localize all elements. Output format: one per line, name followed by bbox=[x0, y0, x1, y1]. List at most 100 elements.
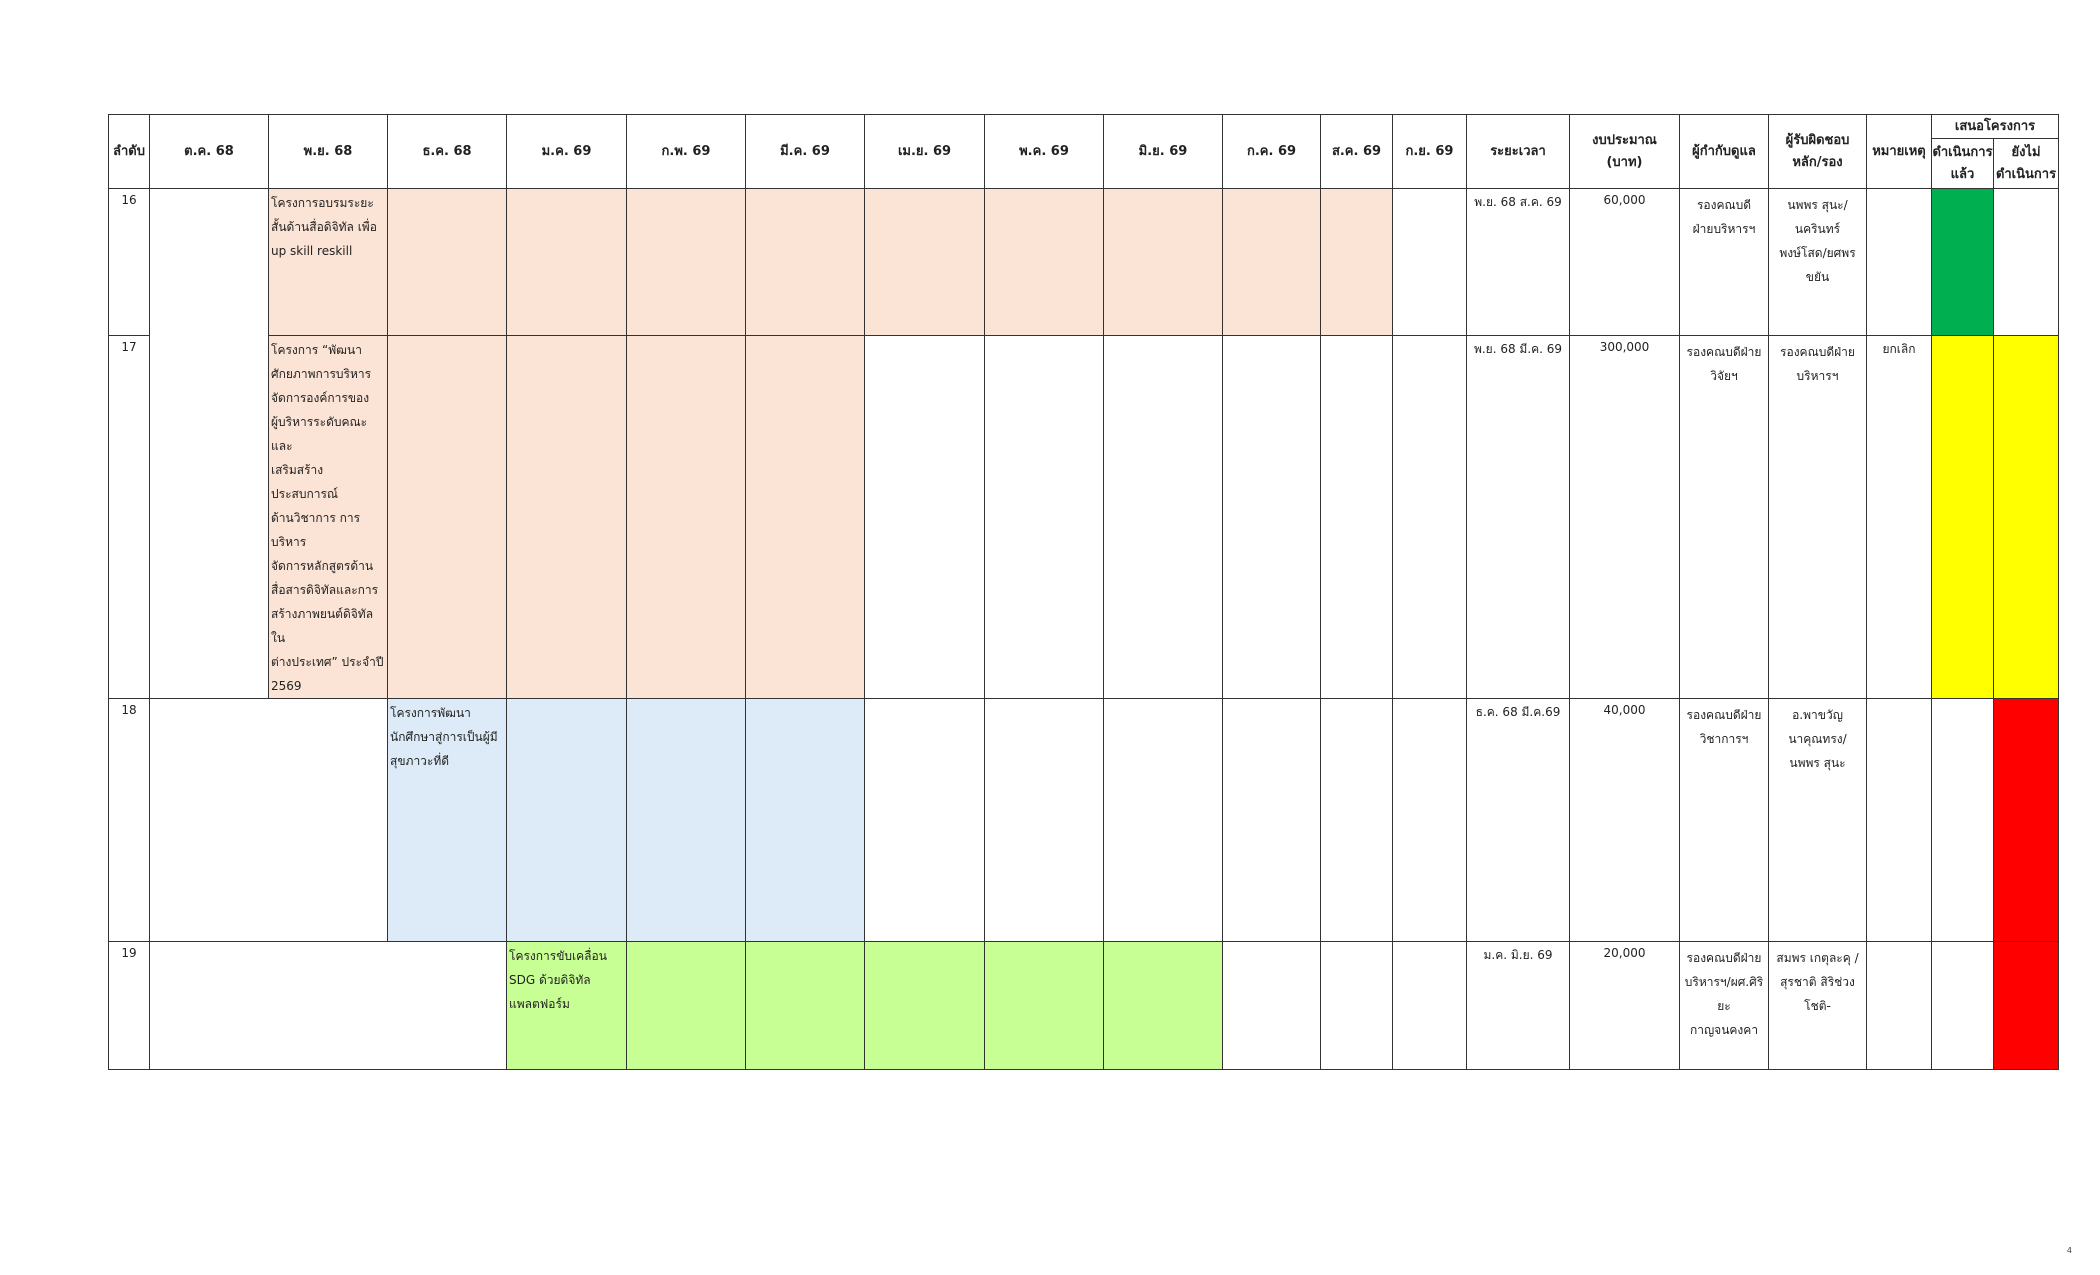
schedule-cell bbox=[864, 335, 985, 699]
header-remark: หมายเหตุ bbox=[1866, 114, 1932, 189]
header-month: ธ.ค. 68 bbox=[387, 114, 507, 189]
row-number: 19 bbox=[108, 941, 150, 1070]
header-seq: ลำดับ bbox=[108, 114, 150, 189]
schedule-cell bbox=[1392, 188, 1467, 336]
duration: ม.ค. มิ.ย. 69 bbox=[1466, 941, 1570, 1070]
header-notdone-line2: ดำเนินการ bbox=[1995, 166, 2057, 182]
project-line: โครงการขับเคลื่อน bbox=[509, 949, 607, 963]
row-number: 16 bbox=[108, 188, 150, 336]
schedule-cell bbox=[984, 941, 1104, 1070]
status-notdone-cell bbox=[1993, 188, 2059, 336]
header-notdone-line1: ยังไม่ bbox=[2011, 144, 2041, 160]
responsible-line: นาคุณทรง/ bbox=[1788, 732, 1847, 746]
supervisor: รองคณบดีฝ่าย วิจัยฯ bbox=[1679, 335, 1769, 699]
schedule-cell bbox=[1103, 941, 1223, 1070]
responsible-line: สมพร เกตุละคุ / bbox=[1776, 951, 1859, 965]
header-supervisor: ผู้กำกับดูแล bbox=[1679, 114, 1769, 189]
responsible-line: สุรชาติ สิริช่วงโชติ- bbox=[1780, 975, 1855, 1013]
supervisor-line: รองคณบดี bbox=[1696, 198, 1752, 212]
schedule-cell bbox=[387, 188, 507, 336]
table-row: 19 โครงการขับเคลื่อน SDG ด้วยดิจิทัล แพล… bbox=[108, 941, 2059, 1070]
responsible: สมพร เกตุละคุ / สุรชาติ สิริช่วงโชติ- bbox=[1768, 941, 1867, 1070]
schedule-cell bbox=[864, 698, 985, 942]
status-done-cell bbox=[1931, 188, 1994, 336]
project-line: up skill reskill bbox=[271, 244, 353, 258]
supervisor-line: วิจัยฯ bbox=[1710, 369, 1738, 383]
project-name: โครงการพัฒนา นักศึกษาสู่การเป็นผู้มี สุข… bbox=[387, 698, 507, 942]
header-budget: งบประมาณ (บาท) bbox=[1569, 114, 1680, 189]
schedule-cell bbox=[387, 335, 507, 699]
project-name: โครงการ “พัฒนา ศักยภาพการบริหาร จัดการอง… bbox=[268, 335, 388, 699]
schedule-cell bbox=[984, 188, 1104, 336]
empty-cell bbox=[149, 941, 507, 1070]
responsible: อ.พาขวัญ นาคุณทรง/ นพพร สุนะ bbox=[1768, 698, 1867, 942]
project-line: ศักยภาพการบริหาร bbox=[271, 367, 372, 381]
header-month: ส.ค. 69 bbox=[1320, 114, 1393, 189]
header-responsible-line1: ผู้รับผิดชอบ bbox=[1785, 132, 1850, 148]
project-line: จัดการหลักสูตรด้าน bbox=[271, 559, 374, 573]
budget: 40,000 bbox=[1569, 698, 1680, 942]
remark bbox=[1866, 188, 1932, 336]
supervisor-line: รองคณบดีฝ่าย bbox=[1686, 951, 1762, 965]
schedule-cell bbox=[1222, 188, 1321, 336]
header-responsible: ผู้รับผิดชอบ หลัก/รอง bbox=[1768, 114, 1867, 189]
schedule-cell bbox=[1103, 188, 1223, 336]
header-budget-line1: งบประมาณ bbox=[1592, 132, 1657, 148]
project-line: สร้างภาพยนต์ดิจิทัล ใน bbox=[271, 607, 374, 645]
responsible-line: นครินทร์ bbox=[1794, 222, 1841, 236]
schedule-cell bbox=[626, 941, 746, 1070]
responsible: รองคณบดีฝ่าย บริหารฯ bbox=[1768, 335, 1867, 699]
supervisor-line: ฝ่ายบริหารฯ bbox=[1692, 222, 1756, 236]
duration: พ.ย. 68 ส.ค. 69 bbox=[1466, 188, 1570, 336]
header-done-line2: แล้ว bbox=[1950, 166, 1975, 182]
status-done-cell bbox=[1931, 698, 1994, 942]
header-budget-line2: (บาท) bbox=[1606, 154, 1643, 170]
schedule-cell bbox=[626, 188, 746, 336]
schedule-cell bbox=[1103, 335, 1223, 699]
schedule-cell bbox=[1392, 335, 1467, 699]
header-month: ม.ค. 69 bbox=[506, 114, 627, 189]
header-month: ก.ค. 69 bbox=[1222, 114, 1321, 189]
responsible-line: นพพร สุนะ bbox=[1789, 756, 1846, 770]
schedule-cell bbox=[1320, 335, 1393, 699]
responsible-line: รองคณบดีฝ่าย bbox=[1780, 345, 1855, 359]
schedule-cell bbox=[745, 941, 865, 1070]
supervisor: รองคณบดีฝ่าย บริหารฯ/ผศ.ศิริยะ กาญจนคงคา bbox=[1679, 941, 1769, 1070]
project-line: ด้านวิชาการ การบริหาร bbox=[271, 511, 361, 549]
supervisor-line: รองคณบดีฝ่าย bbox=[1686, 708, 1762, 722]
header-month: มี.ค. 69 bbox=[745, 114, 865, 189]
duration: ธ.ค. 68 มี.ค.69 bbox=[1466, 698, 1570, 942]
schedule-cell bbox=[1392, 698, 1467, 942]
schedule-cell bbox=[1320, 698, 1393, 942]
header-duration: ระยะเวลา bbox=[1466, 114, 1570, 189]
project-schedule-table: ลำดับ ต.ค. 68 พ.ย. 68 ธ.ค. 68 ม.ค. 69 ก.… bbox=[108, 114, 2059, 1070]
status-done-cell bbox=[1931, 335, 1994, 699]
supervisor: รองคณบดี ฝ่ายบริหารฯ bbox=[1679, 188, 1769, 336]
schedule-cell bbox=[626, 335, 746, 699]
project-line: จัดการองค์การของ bbox=[271, 391, 370, 405]
schedule-cell bbox=[864, 941, 985, 1070]
header-month: พ.ค. 69 bbox=[984, 114, 1104, 189]
row-number: 17 bbox=[108, 335, 150, 699]
header-done-line1: ดำเนินการ bbox=[1932, 144, 1993, 160]
header-month: มิ.ย. 69 bbox=[1103, 114, 1223, 189]
project-line: โครงการอบรมระยะ bbox=[271, 196, 374, 210]
schedule-cell bbox=[506, 335, 627, 699]
schedule-cell bbox=[984, 335, 1104, 699]
header-month: พ.ย. 68 bbox=[268, 114, 388, 189]
schedule-cell bbox=[1103, 698, 1223, 942]
project-line: โครงการพัฒนา bbox=[390, 706, 471, 720]
remark bbox=[1866, 698, 1932, 942]
status-notdone-cell bbox=[1993, 698, 2059, 942]
supervisor: รองคณบดีฝ่าย วิชาการฯ bbox=[1679, 698, 1769, 942]
status-done-cell bbox=[1931, 941, 1994, 1070]
schedule-cell bbox=[864, 188, 985, 336]
budget: 60,000 bbox=[1569, 188, 1680, 336]
project-line: แพลตฟอร์ม bbox=[509, 997, 570, 1011]
responsible-line: ขยัน bbox=[1805, 270, 1830, 284]
schedule-cell bbox=[1320, 941, 1393, 1070]
header-notdone: ยังไม่ ดำเนินการ bbox=[1993, 138, 2059, 189]
project-line: 2569 bbox=[271, 679, 302, 693]
project-line: ผู้บริหารระดับคณะ และ bbox=[271, 415, 368, 453]
schedule-cell bbox=[506, 188, 627, 336]
